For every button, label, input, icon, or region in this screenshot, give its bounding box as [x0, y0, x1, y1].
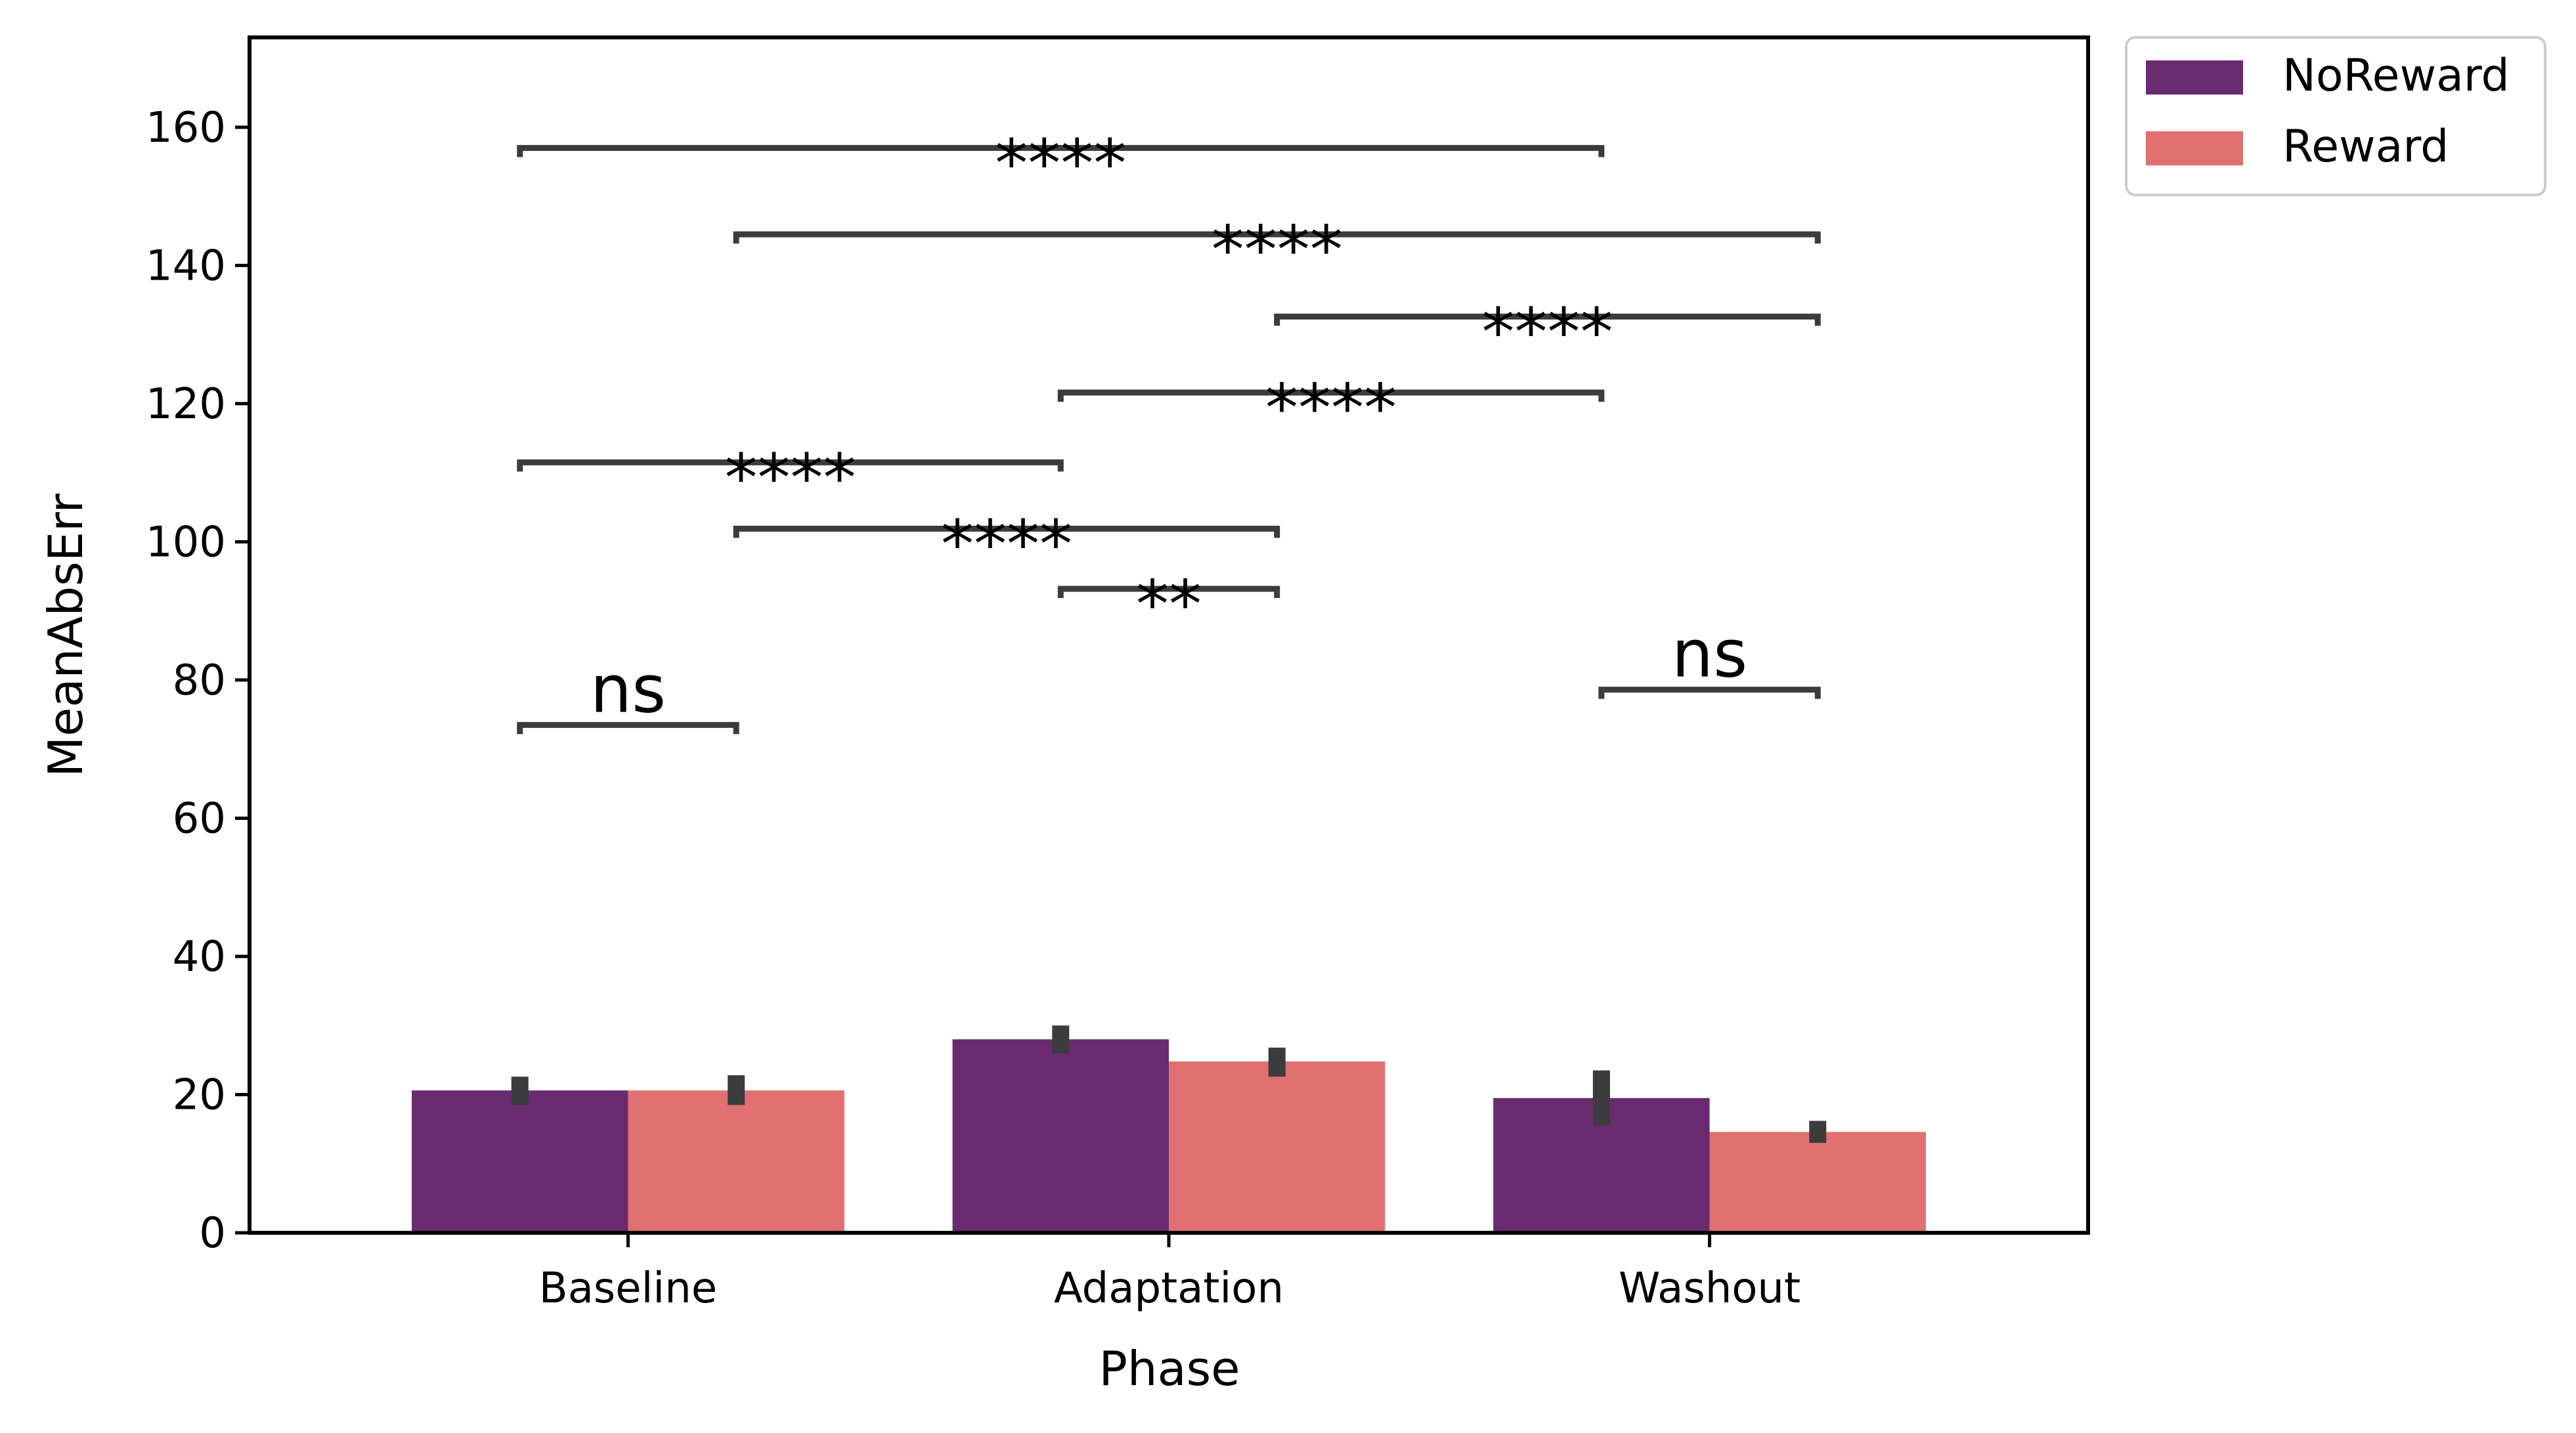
significance-bracket-5 [1057, 389, 1605, 402]
y-tick-label-100: 100 [146, 518, 226, 567]
y-tick-label-0: 0 [199, 1209, 226, 1258]
x-axis: Baseline Adaptation Washout [539, 1233, 1801, 1313]
significance-label-6: **** [1481, 293, 1613, 370]
y-tick-label-20: 20 [173, 1071, 226, 1119]
y-tick-label-60: 60 [173, 794, 226, 843]
significance-bracket-7 [733, 231, 1821, 244]
y-tick-label-80: 80 [173, 656, 226, 705]
x-tick-label-adaptation: Adaptation [1054, 1264, 1284, 1313]
y-axis-title: MeanAbsErr [38, 494, 93, 777]
significance-bracket-1 [1598, 687, 1821, 699]
significance-bracket-8 [517, 144, 1605, 158]
bar-noreward-baseline [412, 1090, 628, 1233]
legend-swatch-noreward [2146, 60, 2243, 95]
x-tick-label-washout: Washout [1619, 1264, 1801, 1313]
legend-swatch-reward [2146, 131, 2243, 165]
significance-label-7: **** [1212, 211, 1343, 288]
significance-label-2: ** [1136, 566, 1202, 643]
y-tick-label-40: 40 [173, 933, 226, 981]
y-tick-label-140: 140 [146, 242, 226, 290]
y-axis: 0 20 40 60 80 100 120 140 160 [146, 104, 250, 1258]
bar-reward-washout [1709, 1132, 1926, 1233]
y-tick-label-160: 160 [146, 104, 226, 152]
x-tick-label-baseline: Baseline [539, 1264, 717, 1313]
significance-bracket-4 [517, 459, 1064, 472]
significance-bracket-3 [733, 525, 1280, 538]
bar-reward-baseline [628, 1090, 844, 1233]
legend: NoReward Reward [2125, 36, 2546, 196]
significance-bracket-6 [1274, 313, 1821, 326]
significance-label-5: **** [1265, 370, 1397, 446]
significance-label-0: ns [590, 651, 666, 727]
bars-layer [412, 1039, 1926, 1233]
bar-noreward-adaptation [952, 1039, 1169, 1233]
significance-label-8: **** [995, 125, 1126, 202]
bar-reward-adaptation [1169, 1061, 1386, 1233]
x-axis-title: Phase [1099, 1341, 1240, 1396]
legend-label-reward: Reward [2282, 121, 2449, 173]
significance-label-4: **** [725, 439, 856, 516]
y-tick-label-120: 120 [146, 380, 226, 429]
significance-label-3: **** [941, 505, 1072, 582]
legend-label-noreward: NoReward [2282, 50, 2510, 102]
significance-bracket-0 [517, 721, 739, 735]
error-bars-layer [511, 1025, 1827, 1144]
significance-layer: ns ns************************** [517, 125, 1821, 735]
significance-bracket-2 [1057, 586, 1280, 598]
significance-label-1: ns [1672, 616, 1747, 693]
